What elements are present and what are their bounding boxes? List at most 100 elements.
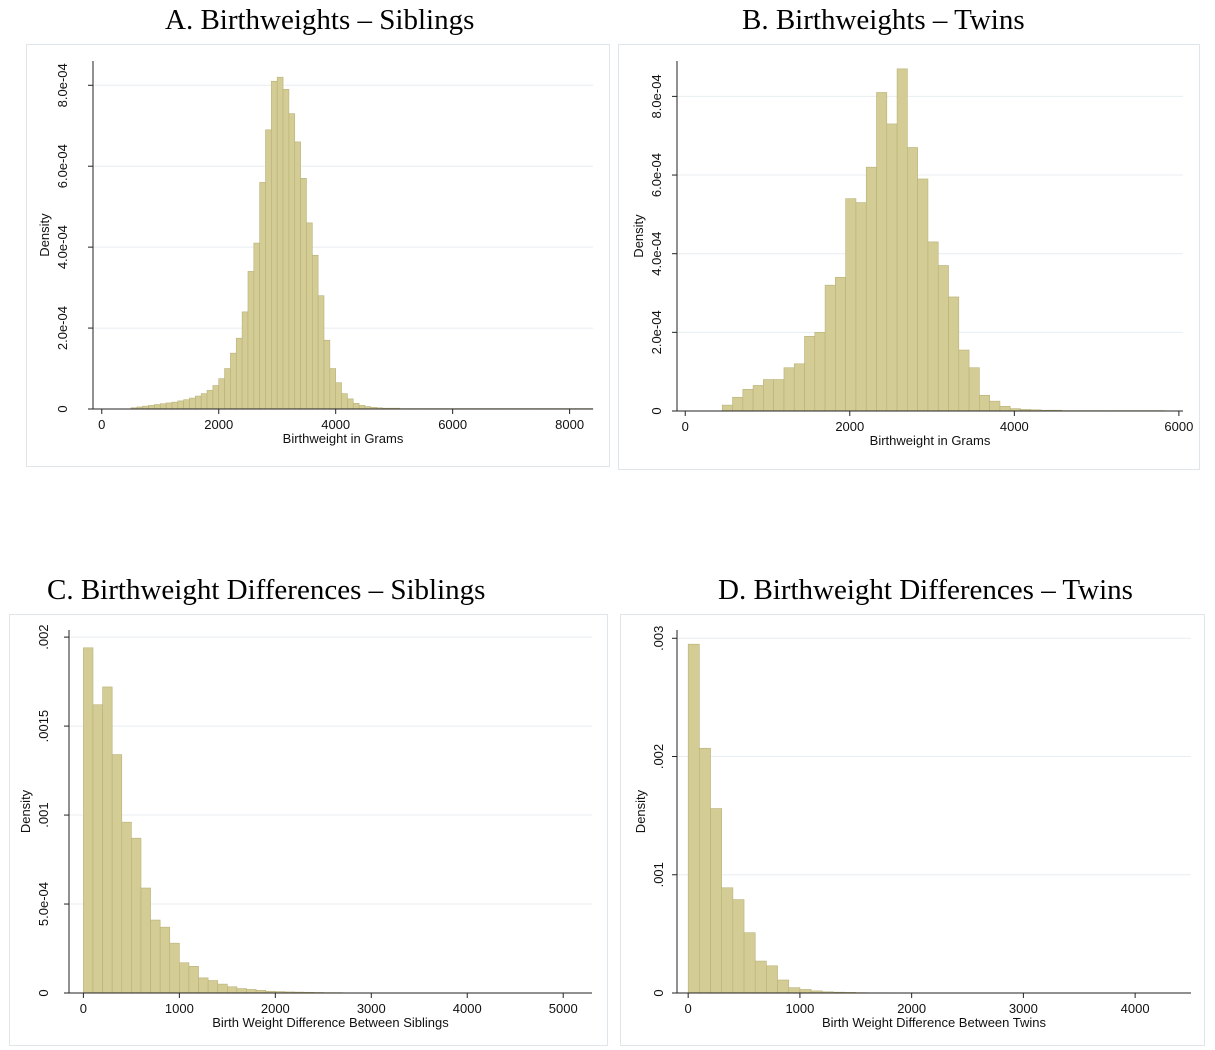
panel-b-bar-27 xyxy=(1000,406,1010,411)
panel-b-bar-4 xyxy=(763,380,773,411)
panel-c-bar-12 xyxy=(199,978,209,993)
panel-a-bar-4 xyxy=(154,405,160,409)
panel-b-bar-5 xyxy=(774,380,784,411)
panel-b-bar-15 xyxy=(877,92,887,411)
panel-c-x-tick-label-3: 3000 xyxy=(357,1001,386,1016)
panel-a-title: A. Birthweights – Siblings xyxy=(165,4,474,37)
panel-c-bar-9 xyxy=(170,943,180,993)
panel-b-bar-9 xyxy=(815,332,825,411)
panel-a-bar-37 xyxy=(347,399,353,409)
panel-c-y-tick-label-4: .002 xyxy=(36,624,51,649)
panel-a-bar-30 xyxy=(306,223,312,409)
panel-d-bar-9 xyxy=(789,988,800,993)
panel-a-x-tick-label-2: 4000 xyxy=(321,417,350,432)
panel-a-bar-13 xyxy=(207,390,213,409)
panel-d-bar-8 xyxy=(778,980,789,993)
panel-d-bar-3 xyxy=(722,888,733,993)
panel-a-histogram: 0 2.0e-04 4.0e-04 6.0e-04 8.0e-04 0 2000 4000 60… xyxy=(27,45,609,466)
panel-c-bar-17 xyxy=(247,989,257,993)
panel-a-bar-28 xyxy=(295,142,301,409)
panel-a-bar-14 xyxy=(213,386,219,409)
panel-a-bar-9 xyxy=(184,400,190,409)
panel-b-y-tick-label-4: 8.0e-04 xyxy=(649,74,664,118)
panel-a-bar-16 xyxy=(225,369,231,409)
panel-b-title: B. Birthweights – Twins xyxy=(742,4,1025,37)
panel-a-bar-36 xyxy=(342,394,348,409)
panel-b-bar-19 xyxy=(918,179,928,411)
panel-a-bar-12 xyxy=(201,394,207,409)
panel-d-y-tick-label-1: .001 xyxy=(651,862,666,887)
panel-a-bar-29 xyxy=(301,178,307,409)
panel-c-y-tick-label-3: .0015 xyxy=(36,710,51,743)
panel-b-bar-17 xyxy=(897,69,907,411)
panel-d-bar-4 xyxy=(733,900,744,993)
panel-b-y-tick-label-2: 4.0e-04 xyxy=(649,232,664,276)
panel-a-bar-24 xyxy=(271,81,277,409)
panel-a-bar-20 xyxy=(248,271,254,409)
panel-c-bar-2 xyxy=(103,687,113,993)
panel-a-y-tick-label-2: 4.0e-04 xyxy=(55,225,70,269)
panel-a-bar-39 xyxy=(359,405,365,409)
panel-d-bar-6 xyxy=(755,961,766,993)
panel-d-y-axis-label: Density xyxy=(633,789,648,833)
panel-a-bar-6 xyxy=(166,403,172,409)
panel-c-y-tick-label-0: 0 xyxy=(36,989,51,996)
panel-c-title: C. Birthweight Differences – Siblings xyxy=(47,574,485,607)
panel-a-bar-15 xyxy=(219,379,225,409)
panel-c-y-axis-label: Density xyxy=(18,789,33,833)
panel-a-bar-31 xyxy=(312,255,318,409)
panel-b-bar-0 xyxy=(722,405,732,411)
panel-b-bar-18 xyxy=(907,148,917,411)
panel-b-bar-21 xyxy=(938,265,948,411)
panel-a-x-tick-label-3: 6000 xyxy=(438,417,467,432)
panel-b-bar-3 xyxy=(753,385,763,411)
panel-c-bar-0 xyxy=(83,648,93,993)
panel-a-bar-32 xyxy=(318,296,324,409)
panel-a-bar-23 xyxy=(266,130,272,409)
panel-b-bar-12 xyxy=(846,199,856,411)
panel-b-bar-20 xyxy=(928,242,938,411)
panel-c-bar-3 xyxy=(112,755,122,993)
panel-a-x-tick-label-4: 8000 xyxy=(555,417,584,432)
panel-a-bar-22 xyxy=(260,182,266,409)
panel-d-x-axis-label: Birth Weight Difference Between Twins xyxy=(822,1015,1047,1030)
panel-b-bar-11 xyxy=(835,277,845,411)
panel-a-x-axis-label: Birthweight in Grams xyxy=(283,431,404,446)
panel-d-x-tick-label-0: 0 xyxy=(685,1001,692,1016)
panel-d-y-tick-label-0: 0 xyxy=(651,989,666,996)
panel-a-bar-35 xyxy=(336,383,342,409)
panel-d-x-tick-label-3: 3000 xyxy=(1009,1001,1038,1016)
panel-b-bar-24 xyxy=(969,368,979,411)
panel-b-bar-13 xyxy=(856,203,866,411)
panel-d-x-tick-label-1: 1000 xyxy=(785,1001,814,1016)
panel-a-y-tick-label-1: 2.0e-04 xyxy=(55,306,70,350)
panel-b-x-tick-label-0: 0 xyxy=(682,419,689,434)
panel-c-bar-15 xyxy=(227,987,237,993)
panel-b-bar-26 xyxy=(990,401,1000,411)
panel-c-bar-14 xyxy=(218,984,228,993)
panel-a-bar-34 xyxy=(330,369,336,409)
panel-b-y-tick-label-1: 2.0e-04 xyxy=(649,310,664,354)
panel-a-bar-33 xyxy=(324,340,330,409)
panel-a-y-tick-label-0: 0 xyxy=(55,405,70,412)
panel-b-bar-16 xyxy=(887,124,897,411)
panel-a-x-tick-label-0: 0 xyxy=(98,417,105,432)
panel-b-bar-10 xyxy=(825,285,835,411)
panel-a-x-tick-label-1: 2000 xyxy=(204,417,233,432)
panel-c-bar-10 xyxy=(179,963,189,993)
panel-a-y-tick-label-3: 6.0e-04 xyxy=(55,144,70,188)
panel-d-x-tick-label-2: 2000 xyxy=(897,1001,926,1016)
panel-b-x-axis-label: Birthweight in Grams xyxy=(870,433,991,448)
panel-c-x-tick-label-2: 2000 xyxy=(261,1001,290,1016)
panel-d-y-tick-label-3: .003 xyxy=(651,626,666,651)
panel-a-bar-38 xyxy=(353,403,359,409)
panel-a-y-tick-label-4: 8.0e-04 xyxy=(55,63,70,107)
panel-b-x-tick-label-2: 4000 xyxy=(1000,419,1029,434)
panel-d-bar-1 xyxy=(699,748,710,993)
panel-b-bar-1 xyxy=(733,397,743,411)
panel-d-bar-5 xyxy=(744,933,755,993)
panel-a-bar-11 xyxy=(195,396,201,409)
